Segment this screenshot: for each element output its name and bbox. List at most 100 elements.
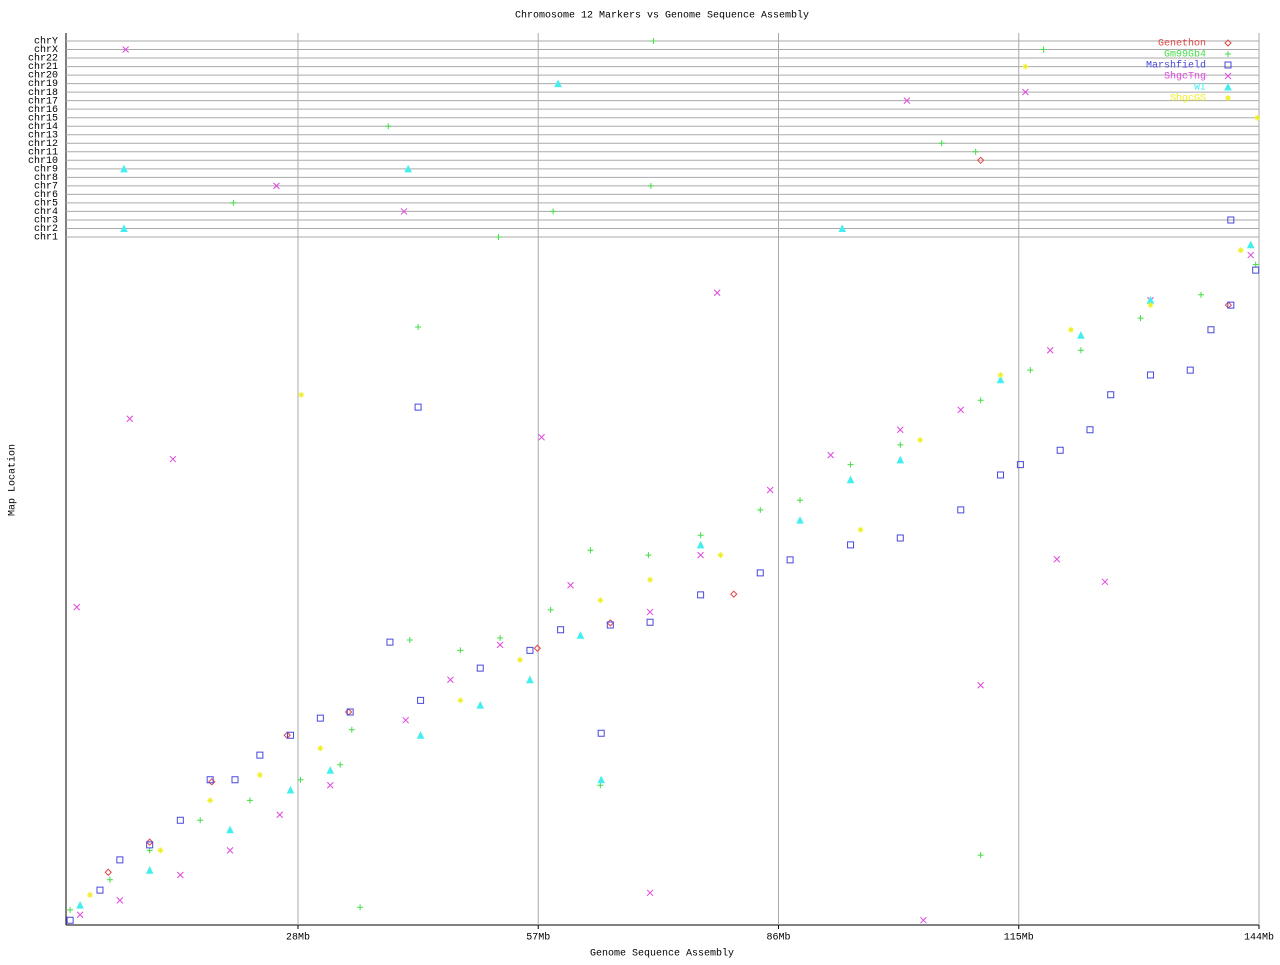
data-point (1077, 331, 1085, 339)
data-point (76, 901, 84, 909)
data-point (402, 716, 410, 724)
data-point (977, 681, 984, 689)
data-point (286, 785, 295, 794)
y-axis-label: Map Location (7, 444, 19, 516)
data-point (116, 896, 124, 904)
legend-marker (1224, 61, 1232, 69)
row-label: chr5 (34, 198, 58, 210)
data-point (606, 619, 615, 627)
legend-label: Marshfield (1146, 60, 1206, 72)
data-point (756, 569, 764, 577)
data-point (646, 608, 654, 616)
data-point (903, 97, 911, 105)
legend-marker (1224, 82, 1232, 91)
data-point (1247, 251, 1255, 259)
data-point (145, 838, 154, 846)
data-point (976, 156, 985, 165)
data-point (1147, 302, 1154, 309)
data-point (547, 606, 554, 613)
data-point (337, 761, 344, 768)
row-label: chr8 (34, 172, 58, 184)
data-point (67, 906, 74, 913)
data-point (1186, 366, 1194, 374)
data-point (145, 866, 154, 874)
data-point (538, 433, 545, 441)
row-label: chr7 (34, 181, 58, 193)
data-point (1254, 114, 1261, 121)
data-point (415, 323, 422, 330)
data-point (838, 224, 847, 232)
data-point (297, 776, 304, 783)
row-label: chr18 (28, 87, 58, 99)
data-point (897, 441, 904, 448)
data-point (567, 581, 574, 589)
data-point (317, 745, 324, 752)
data-point (597, 729, 605, 737)
data-point (697, 551, 704, 559)
data-point (146, 841, 154, 849)
data-point (646, 889, 654, 897)
data-point (766, 486, 774, 494)
data-point (847, 541, 855, 549)
legend-marker (1224, 72, 1232, 80)
data-point (476, 664, 484, 672)
data-point (316, 714, 324, 722)
data-point (287, 731, 295, 739)
data-point (1053, 555, 1061, 563)
data-point (96, 886, 104, 894)
x-tick-label: 57Mb (526, 932, 550, 944)
row-label: chr20 (28, 70, 58, 82)
data-point (1237, 247, 1244, 254)
data-point (997, 371, 1004, 378)
data-point (298, 391, 305, 398)
row-label: chr11 (28, 146, 58, 158)
data-point (176, 816, 184, 824)
data-point (697, 532, 704, 539)
data-point (385, 123, 392, 130)
data-point (957, 506, 965, 514)
data-point (977, 397, 984, 404)
data-point (896, 426, 904, 434)
data-point (576, 631, 585, 639)
row-label: chr3 (34, 215, 58, 227)
data-point (207, 797, 214, 804)
data-point (230, 199, 237, 206)
data-point (526, 646, 534, 654)
data-point (1027, 367, 1034, 374)
x-axis-label: Genome Sequence Assembly (590, 948, 734, 960)
data-point (386, 638, 394, 646)
data-point (66, 916, 74, 924)
row-label: chr1 (34, 232, 58, 244)
data-point (857, 526, 864, 533)
data-point (197, 817, 204, 824)
data-point (977, 852, 984, 859)
data-point (326, 766, 335, 774)
data-point (1040, 46, 1047, 53)
data-point (357, 904, 364, 911)
data-point (226, 825, 234, 834)
data-point (495, 234, 502, 240)
data-point (273, 182, 280, 190)
data-point (697, 591, 705, 599)
row-label: chr19 (28, 78, 58, 90)
data-point (276, 811, 284, 819)
legend-label: ShgcTng (1164, 71, 1206, 83)
data-point (1067, 326, 1074, 333)
data-point (176, 871, 184, 879)
data-point (126, 415, 134, 423)
data-point (696, 540, 705, 549)
data-point (606, 621, 614, 629)
row-label: chr14 (28, 121, 58, 133)
row-label: chr6 (34, 189, 58, 201)
data-point (526, 675, 534, 684)
x-tick-label: 115Mb (1004, 932, 1034, 944)
legend-label: Genethon (1158, 38, 1206, 50)
data-point (87, 891, 94, 898)
data-point (206, 776, 214, 784)
row-label: chr13 (28, 129, 58, 141)
row-label: chr9 (34, 163, 58, 175)
data-point (646, 618, 654, 626)
data-point (647, 182, 654, 189)
data-point (1227, 301, 1235, 309)
